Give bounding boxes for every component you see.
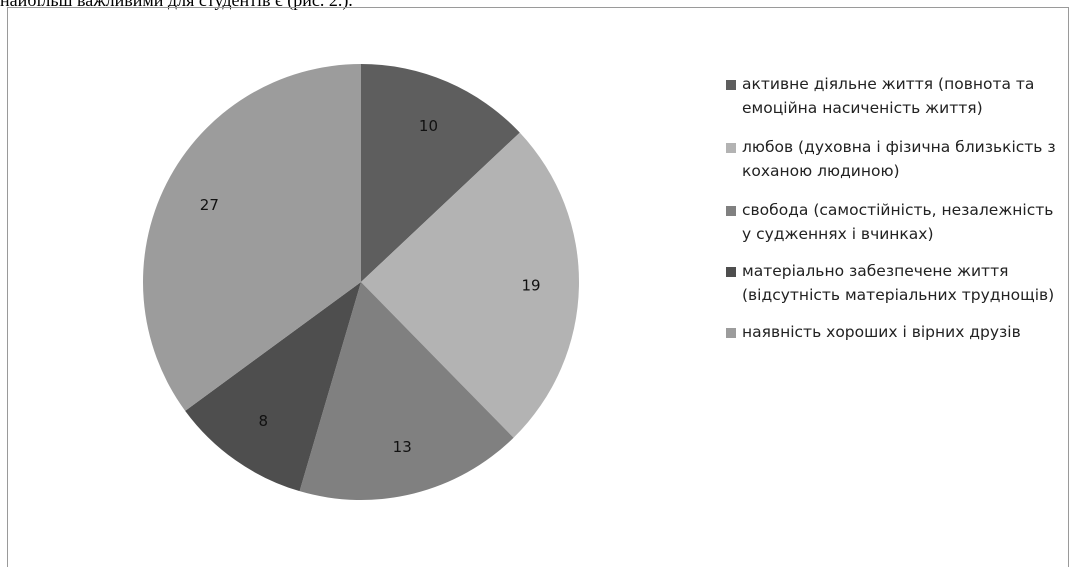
legend-swatch — [726, 143, 736, 153]
slice-value-label-5: 27 — [200, 196, 219, 214]
legend-item-5: наявність хороших і вірних друзів — [726, 320, 1066, 344]
pie-chart: 10 19 13 8 27 — [142, 63, 579, 500]
pie-slice-4 — [185, 282, 361, 492]
chart-area — [7, 7, 1069, 567]
pie-slice-1 — [361, 64, 520, 282]
slice-value-label-1: 10 — [419, 117, 438, 135]
legend-swatch — [726, 267, 736, 277]
legend-label: наявність хороших і вірних друзів — [742, 323, 1021, 341]
legend-label: свобода (самостійність, незалежність у с… — [742, 201, 1054, 243]
caption-text: найбільш важливими для студентів є (рис.… — [0, 0, 353, 10]
legend-swatch — [726, 80, 736, 90]
legend-swatch — [726, 328, 736, 338]
legend-item-2: любов (духовна і фізична близькість з ко… — [726, 135, 1066, 183]
slice-value-label-3: 13 — [393, 438, 412, 456]
legend-label: активне діяльне життя (повнота та емоцій… — [742, 75, 1035, 117]
pie-slice-3 — [299, 282, 514, 500]
legend-item-4: матеріально забезпечене життя (відсутніс… — [726, 259, 1066, 307]
legend-swatch — [726, 206, 736, 216]
legend-item-3: свобода (самостійність, незалежність у с… — [726, 198, 1066, 246]
pie-slice-2 — [361, 132, 579, 438]
slice-value-label-2: 19 — [521, 276, 540, 294]
pie-slice-5 — [142, 63, 361, 411]
legend-label: матеріально забезпечене життя (відсутніс… — [742, 262, 1055, 304]
legend-label: любов (духовна і фізична близькість з ко… — [742, 138, 1056, 180]
chart-legend: активне діяльне життя (повнота та емоцій… — [726, 72, 1066, 344]
slice-value-label-4: 8 — [259, 412, 269, 430]
legend-item-1: активне діяльне життя (повнота та емоцій… — [726, 72, 1066, 120]
